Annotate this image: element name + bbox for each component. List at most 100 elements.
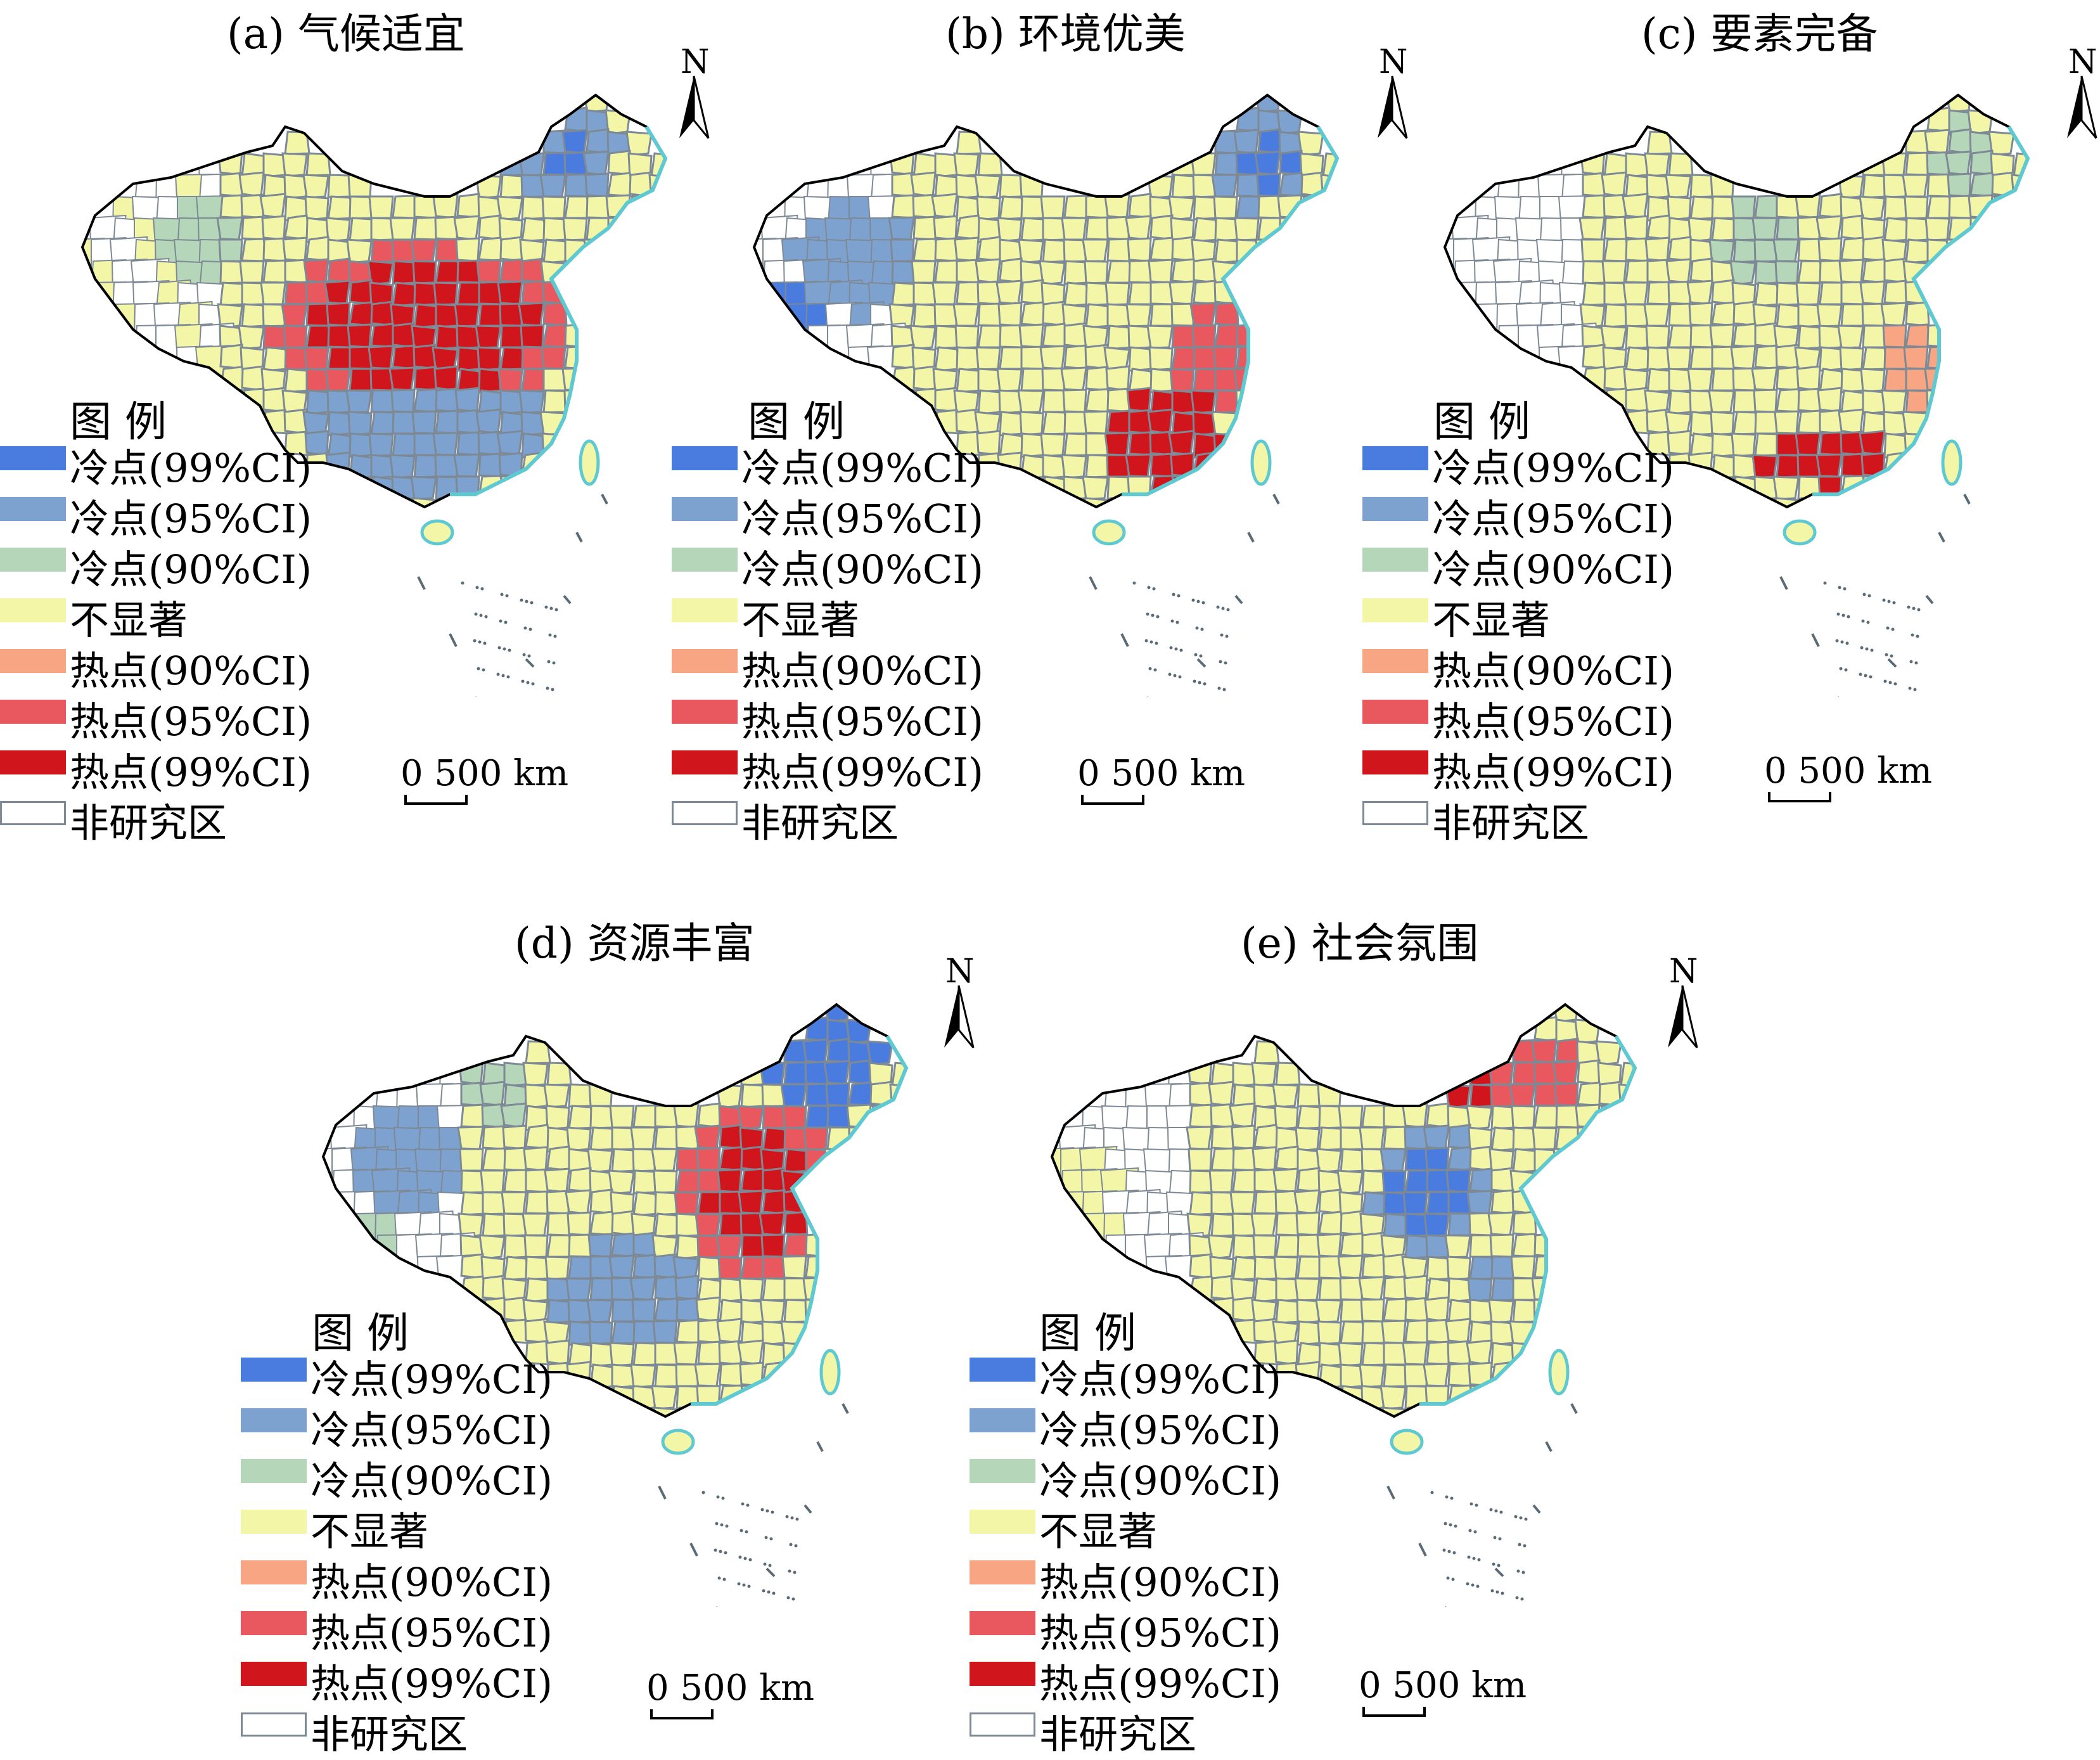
map-region-ns (1819, 259, 1843, 284)
map-region-ns (1106, 303, 1130, 328)
island-dot (769, 1537, 773, 1541)
map-region-ns (1042, 454, 1066, 480)
map-region-h90 (1883, 346, 1908, 370)
map-region-ns (1862, 174, 1888, 199)
map-region-ns (1582, 281, 1608, 307)
island-dot (1907, 605, 1911, 609)
map-region-ns (1774, 410, 1800, 435)
map-region-ns (1797, 497, 1824, 507)
map-region-ns (1622, 193, 1649, 219)
map-region-h95 (1554, 1082, 1579, 1107)
map-region-ns (1533, 1169, 1559, 1195)
map-region-ns (1232, 1147, 1257, 1172)
map-region-ns (1231, 1124, 1256, 1150)
map-region-c95 (1490, 1256, 1515, 1280)
map-region-ns (1104, 193, 1130, 219)
map-region-ns (1085, 432, 1109, 456)
map-region-h99 (475, 324, 502, 349)
island-dot (554, 608, 558, 612)
island-dot (521, 679, 525, 683)
map-region-ns (1236, 260, 1262, 286)
island-dot (721, 1496, 725, 1500)
legend-item: 冷点(90%CI) (970, 1453, 1281, 1504)
island-dot (1493, 1536, 1497, 1539)
map-region-c99 (826, 1037, 852, 1064)
map-region-ns (1380, 1385, 1407, 1410)
map-region-c95 (1380, 1148, 1407, 1172)
map-region-ns (1689, 324, 1714, 349)
island-dot (1471, 1583, 1475, 1587)
map-region-ns (654, 1191, 679, 1216)
map-region-ns (1883, 195, 1909, 221)
legend-item: 热点(90%CI) (970, 1554, 1281, 1605)
map-region-h99 (478, 281, 502, 305)
legend-item: 非研究区 (970, 1706, 1274, 1757)
map-region-h95 (694, 1124, 721, 1150)
map-region-h95 (675, 1147, 701, 1172)
map-region-c95 (587, 1233, 613, 1258)
map-region-ns (1708, 389, 1735, 414)
map-region-ns (1318, 1342, 1343, 1368)
map-region-ns (1512, 1299, 1538, 1323)
map-region-ns (525, 1256, 549, 1281)
map-region-ns (502, 1124, 527, 1150)
map-region-c95 (891, 260, 916, 285)
boundary-dash (1570, 1403, 1578, 1414)
map-region-c99 (823, 1060, 850, 1086)
map-region-ns (1316, 1233, 1342, 1258)
map-region-ns (608, 1169, 635, 1195)
legend-item: 冷点(95%CI) (0, 491, 312, 542)
map-region-ns (1862, 258, 1888, 284)
map-region-ns (1318, 1105, 1343, 1129)
map-region-ns (1018, 323, 1044, 349)
legend-item: 冷点(95%CI) (672, 491, 983, 542)
island-dot (1194, 653, 1198, 657)
map-region-ns (1730, 345, 1757, 370)
map-region-ns (261, 215, 286, 241)
island-dot (1216, 605, 1220, 609)
legend-label: 非研究区 (741, 800, 899, 846)
map-region-h95 (737, 1105, 764, 1131)
map-region-ns (1840, 281, 1864, 305)
map-region-ns (1293, 1189, 1321, 1215)
legend-swatch (672, 700, 738, 724)
island-dot (1201, 601, 1205, 605)
map-region-c90 (1776, 216, 1802, 241)
map-region-ns (1168, 195, 1195, 221)
map-region-c95 (1466, 1190, 1493, 1215)
panel-d: (d) 资源丰富 N 0 500 km 图 例 冷点(99%CI) 冷点(95%C… (241, 909, 975, 1760)
island-dot (520, 598, 523, 602)
map-region-ns (1358, 1276, 1385, 1301)
map-region-ns (1383, 1275, 1408, 1301)
legend-label: 冷点(95%CI) (70, 496, 312, 542)
map-region-ns (999, 411, 1024, 437)
map-region-ns (522, 1062, 549, 1087)
map-region-ns (999, 257, 1025, 284)
island-dot (793, 1571, 797, 1574)
legend-label: 非研究区 (311, 1711, 468, 1757)
boundary-dash (1938, 532, 1945, 543)
island-dot (1472, 1557, 1476, 1560)
map-region-ns (241, 281, 265, 306)
map-region-c95 (589, 1277, 615, 1301)
legend-swatch (1362, 446, 1428, 470)
island-dot (1913, 688, 1917, 691)
map-region-c95 (582, 150, 610, 176)
island-dot (484, 615, 488, 619)
island-dot (789, 1543, 793, 1546)
map-region-ns (719, 1362, 744, 1387)
map-region-ns (934, 237, 959, 262)
island-dot (715, 1522, 719, 1526)
map-region-ns (1273, 1256, 1299, 1280)
map-region-c99 (1404, 1147, 1430, 1172)
island-dot (795, 1517, 799, 1521)
map-region-ns (1361, 1104, 1388, 1129)
boundary-dash (1120, 633, 1129, 647)
legend-swatch (0, 497, 66, 521)
map-region-c99 (1383, 1191, 1407, 1216)
map-region-c95 (654, 1275, 679, 1301)
map-region-c95 (456, 431, 482, 456)
map-region-ns (1926, 238, 1950, 264)
map-region-ns (568, 1167, 594, 1193)
map-region-ns (1689, 174, 1715, 198)
